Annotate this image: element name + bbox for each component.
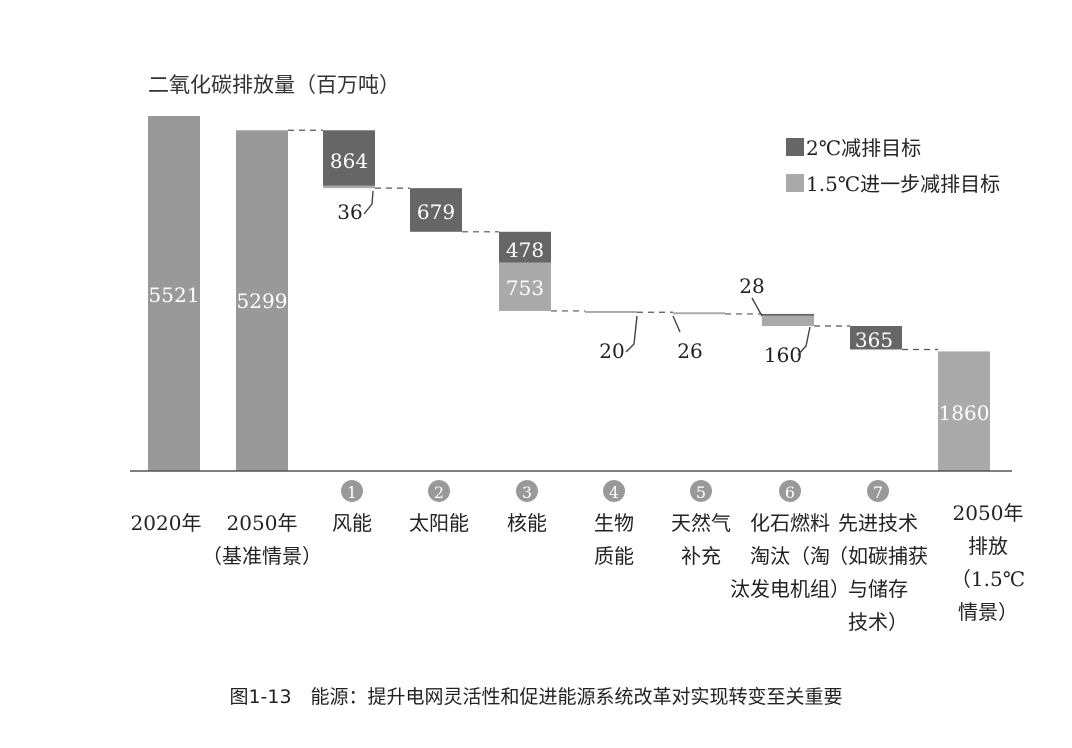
step-number-badge-6 [779, 480, 801, 502]
step-number-6: 6 [785, 483, 795, 502]
x-label-2050-final-line-0: 2050年 [953, 501, 1024, 525]
step-label-dark-7: 365 [855, 328, 893, 352]
x-label-2050-base-line-0: 2050年 [227, 511, 298, 535]
step-label-dark-6: 28 [739, 274, 764, 298]
x-label-step-7-line-0: 先进技术 [838, 511, 918, 535]
x-label-step-6-line-0: 化石燃料 [750, 511, 830, 535]
step-bar-dark-7 [850, 326, 902, 350]
step-label-dark-1: 864 [330, 149, 368, 173]
step-number-badge-7 [867, 480, 889, 502]
step-label-light-3: 753 [506, 276, 544, 300]
x-label-step-1-line-0: 风能 [332, 511, 372, 535]
x-label-step-7-line-3: 技术） [848, 610, 908, 634]
leader-line-6b [797, 326, 811, 356]
step-bar-light-5 [673, 312, 725, 315]
x-label-step-2-line-0: 太阳能 [409, 511, 469, 535]
step-number-2: 2 [434, 483, 444, 502]
x-label-2050-final-line-2: （1.5℃ [951, 567, 1025, 591]
total-bar-2050final [938, 351, 990, 471]
y-axis-label: 二氧化碳排放量（百万吨） [148, 73, 400, 97]
total-bar-label-2050base: 5299 [237, 289, 288, 313]
x-label-step-5-line-1: 补充 [681, 544, 721, 568]
step-bar-dark-3 [499, 231, 551, 263]
step-bar-dark-6 [762, 313, 814, 316]
x-label-step-4-line-1: 质能 [594, 544, 634, 568]
step-label-light-6: 160 [764, 343, 802, 367]
leader-line-1 [363, 190, 374, 215]
figure-caption: 图1-13 能源：提升电网灵活性和促进能源系统改革对实现转变至关重要 [229, 686, 843, 708]
step-number-badge-2 [428, 480, 450, 502]
x-label-step-3-line-0: 核能 [507, 511, 547, 535]
x-label-2050-base-line-1: （基准情景） [202, 544, 322, 568]
x-label-2050-final-line-3: 情景） [958, 600, 1018, 624]
x-label-step-6-line-2: 汰发电机组） [730, 577, 850, 601]
step-number-1: 1 [347, 483, 357, 502]
step-bar-dark-2 [410, 188, 462, 232]
step-number-3: 3 [522, 483, 532, 502]
legend-label-1: 2℃减排目标 [806, 136, 921, 160]
x-label-2050-final-line-1: 排放 [968, 534, 1008, 558]
step-number-5: 5 [696, 483, 706, 502]
x-label-step-6-line-1: 淘汰（淘 [750, 544, 830, 568]
step-number-badge-4 [603, 480, 625, 502]
total-bar-label-2020: 5521 [149, 283, 200, 307]
step-number-4: 4 [609, 483, 619, 502]
x-label-step-7-line-2: 与储存 [848, 577, 908, 601]
step-bar-light-4 [585, 310, 637, 313]
x-label-step-7-line-1: （如碳捕获 [828, 544, 928, 568]
step-label-dark-3: 478 [506, 238, 544, 262]
step-label-dark-2: 679 [417, 200, 455, 224]
leader-line-6a [751, 297, 763, 317]
legend-swatch-1 [786, 138, 804, 156]
leader-line-5 [672, 315, 681, 333]
step-bar-dark-1 [323, 130, 375, 186]
total-bar-2020 [148, 115, 200, 472]
step-label-light-4: 20 [599, 339, 624, 363]
step-label-light-5: 26 [677, 339, 702, 363]
total-bar-2050base [236, 130, 288, 472]
step-number-badge-1 [341, 480, 363, 502]
step-bar-light-1 [323, 185, 375, 189]
legend-label-2: 1.5℃进一步减排目标 [806, 172, 1000, 196]
step-label-light-1: 36 [337, 200, 362, 224]
total-bar-label-2050final: 1860 [939, 401, 990, 425]
step-number-7: 7 [873, 483, 883, 502]
x-label-2020-line-0: 2020年 [131, 511, 202, 535]
step-bar-light-3 [499, 262, 551, 311]
step-number-badge-5 [690, 480, 712, 502]
x-label-step-5-line-0: 天然气 [671, 511, 731, 535]
legend-swatch-2 [786, 174, 804, 192]
leader-line-4 [625, 315, 638, 353]
x-label-step-4-line-0: 生物 [594, 511, 634, 535]
step-number-badge-3 [516, 480, 538, 502]
step-bar-light-6 [762, 315, 814, 327]
